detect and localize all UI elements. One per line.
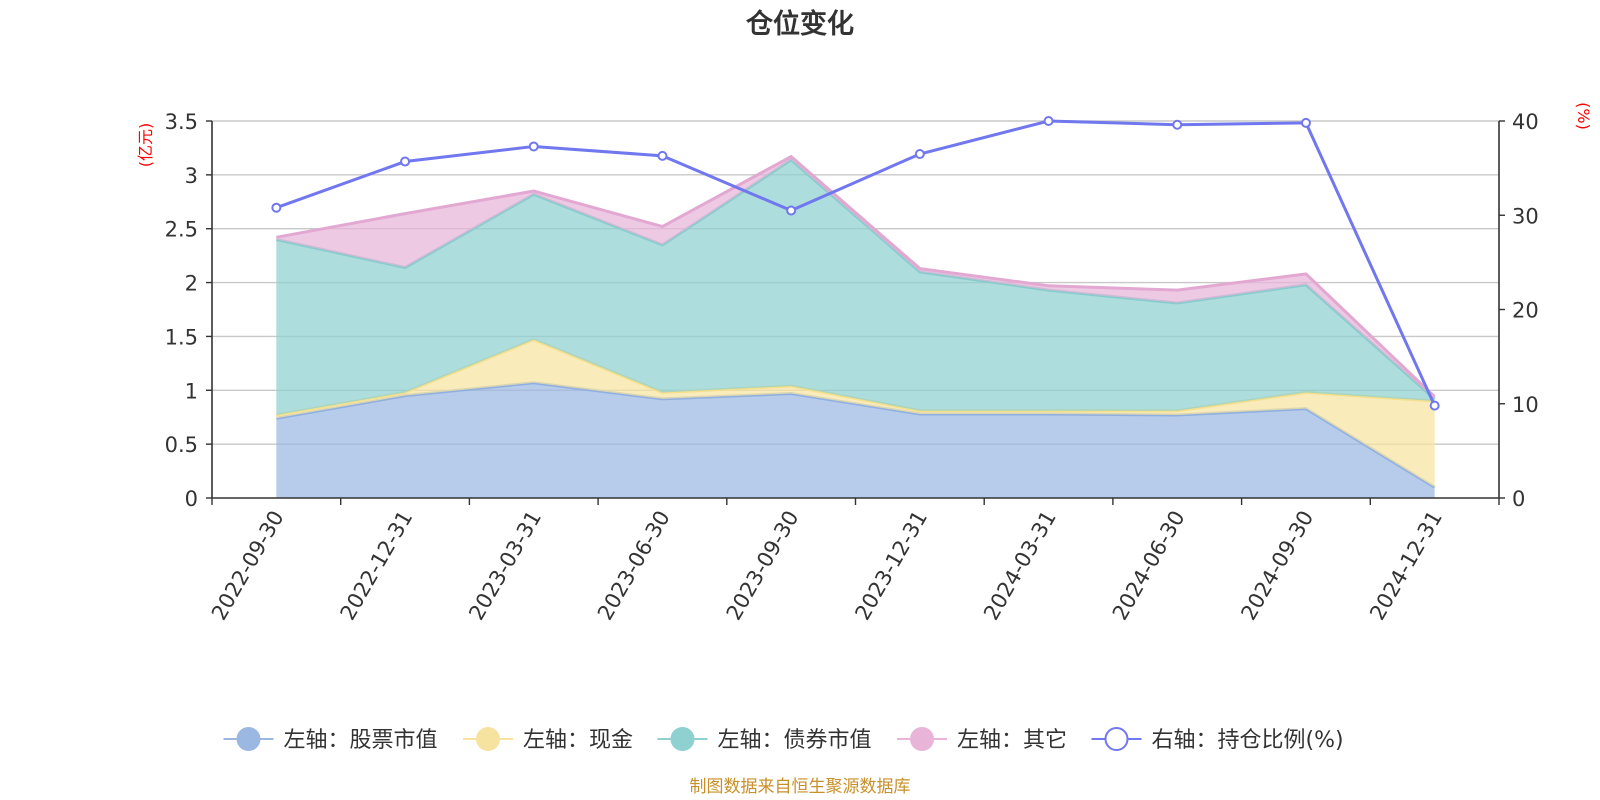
left-tick-label: 0: [185, 487, 198, 511]
x-tick-label: 2023-12-31: [850, 507, 932, 625]
area-fill-series-2: [276, 339, 1435, 488]
ratio-point[interactable]: [1043, 116, 1054, 126]
area-fill-series-3: [276, 159, 1435, 416]
x-tick-label: 2023-09-30: [722, 507, 804, 625]
ratio-point[interactable]: [1429, 400, 1440, 411]
legend-label: 左轴：其它: [957, 728, 1067, 753]
left-tick-label: 3.5: [165, 110, 198, 134]
left-tick-label: 0.5: [165, 433, 198, 457]
right-tick-label: 20: [1512, 299, 1539, 323]
x-tick-label: 2022-09-30: [207, 507, 289, 625]
legend-label: 左轴：现金: [523, 728, 633, 753]
ratio-line-series: [271, 116, 1440, 411]
right-tick-label: 30: [1512, 204, 1539, 228]
ratio-point[interactable]: [1300, 117, 1311, 128]
legend-marker: [1104, 727, 1129, 751]
legend-item-4[interactable]: 左轴：其它: [897, 727, 1067, 753]
x-tick-label: 2022-12-31: [336, 507, 418, 625]
left-tick-label: 1: [185, 379, 198, 403]
left-tick-label: 2.5: [165, 218, 198, 242]
x-tick-label: 2024-12-31: [1365, 507, 1447, 625]
x-tick-label: 2023-03-31: [464, 507, 546, 625]
right-tick-label: 0: [1512, 487, 1525, 511]
legend-marker: [910, 727, 934, 751]
legend-label: 左轴：股票市值: [284, 728, 438, 753]
legend-label: 右轴：持仓比例(%): [1152, 728, 1344, 753]
ratio-point[interactable]: [400, 156, 411, 167]
right-axis-unit: (%): [1574, 102, 1593, 130]
ratio-point[interactable]: [271, 202, 282, 213]
legend-item-1[interactable]: 左轴：股票市值: [223, 727, 438, 753]
legend-marker: [236, 727, 261, 751]
x-tick-label: 2024-09-30: [1236, 507, 1318, 625]
legend-marker: [670, 727, 695, 751]
legend[interactable]: 左轴：股票市值 左轴：现金 左轴：债券市值 左轴：其它 右轴：持仓比例(%): [223, 727, 1344, 753]
ratio-point[interactable]: [914, 148, 925, 159]
legend-marker: [476, 727, 500, 751]
stacked-areas: [276, 154, 1436, 498]
left-tick-label: 2: [185, 272, 198, 296]
legend-item-5[interactable]: 右轴：持仓比例(%): [1091, 727, 1344, 753]
ratio-point[interactable]: [528, 141, 539, 152]
source-note: 制图数据来自恒生聚源数据库: [690, 777, 911, 797]
ratio-point[interactable]: [1172, 119, 1183, 130]
legend-item-2[interactable]: 左轴：现金: [463, 727, 633, 753]
left-tick-label: 1.5: [165, 325, 198, 349]
ratio-line: [275, 119, 1437, 407]
area-edge-series-4: [276, 154, 1436, 398]
chart-title: 仓位变化: [745, 8, 854, 40]
right-tick-label: 10: [1512, 393, 1539, 417]
x-tick-label: 2023-06-30: [593, 507, 675, 625]
left-tick-label: 3: [185, 164, 198, 188]
area-fill-series-1: [276, 382, 1435, 498]
x-tick-label: 2024-06-30: [1108, 507, 1190, 625]
x-tick-label: 2024-03-31: [979, 507, 1061, 625]
ratio-point[interactable]: [657, 150, 668, 161]
left-axis-unit: (亿元): [136, 123, 155, 168]
legend-item-3[interactable]: 左轴：债券市值: [657, 727, 872, 753]
legend-label: 左轴：债券市值: [718, 728, 872, 753]
right-tick-label: 40: [1512, 110, 1539, 134]
ratio-point[interactable]: [786, 205, 797, 216]
